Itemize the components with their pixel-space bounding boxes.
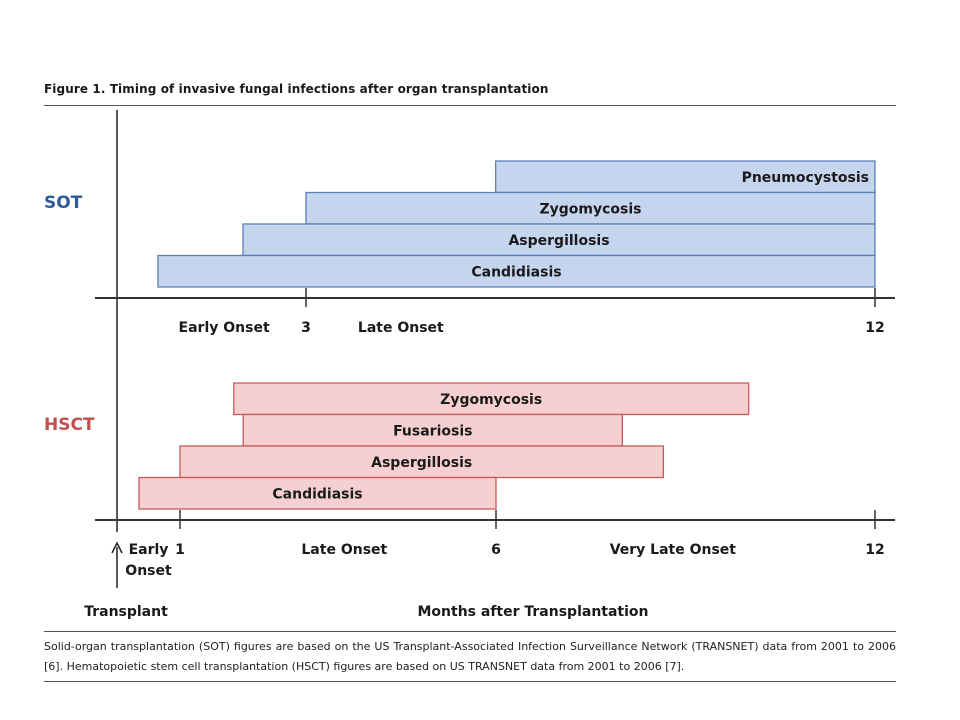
hsct-period-label-0-line2: Onset xyxy=(125,563,172,579)
hsct-tick-label-6: 6 xyxy=(491,542,501,558)
hsct-bar-label-aspergillosis: Aspergillosis xyxy=(371,455,472,471)
hsct-tick-label-12: 12 xyxy=(865,542,884,558)
hsct-bar-candidiasis xyxy=(138,476,497,510)
transplant-label: Transplant xyxy=(84,604,168,620)
sot-bar-label-pneumocystosis: Pneumocystosis xyxy=(742,170,869,186)
hsct-bar-label-candidiasis: Candidiasis xyxy=(272,486,362,502)
sot-bar-label-aspergillosis: Aspergillosis xyxy=(508,233,609,249)
transplant-arrow-head xyxy=(111,541,123,554)
sot-tick-label-12: 12 xyxy=(865,320,884,336)
sot-bar-candidiasis xyxy=(157,254,876,288)
sot-tick-label-3: 3 xyxy=(301,320,311,336)
figure-title: Figure 1. Timing of invasive fungal infe… xyxy=(44,82,549,96)
hsct-bar-label-zygomycosis: Zygomycosis xyxy=(440,392,542,408)
hsct-bar-fusariosis xyxy=(242,413,623,447)
sot-bar-aspergillosis xyxy=(242,223,876,257)
panel-label-hsct: HSCT xyxy=(44,415,95,435)
sot-period-label-0: Early Onset xyxy=(179,320,270,336)
hsct-period-label-0: Early xyxy=(129,542,169,558)
hsct-period-label-2: Very Late Onset xyxy=(610,542,737,558)
sot-period-label-1: Late Onset xyxy=(358,320,444,336)
figure-caption: Solid-organ transplantation (SOT) figure… xyxy=(44,640,896,673)
x-axis-title: Months after Transplantation xyxy=(418,604,649,620)
hsct-bar-zygomycosis xyxy=(233,382,750,416)
bottom-rule xyxy=(44,681,896,682)
sot-bar-pneumocystosis xyxy=(495,160,876,194)
hsct-bar-aspergillosis xyxy=(179,445,665,479)
top-rule xyxy=(44,105,896,106)
sot-bar-label-zygomycosis: Zygomycosis xyxy=(539,201,641,217)
hsct-tick-label-1: 1 xyxy=(175,542,185,558)
hsct-bar-label-fusariosis: Fusariosis xyxy=(393,423,472,439)
hsct-period-label-1: Late Onset xyxy=(301,542,387,558)
sot-bar-label-candidiasis: Candidiasis xyxy=(471,264,561,280)
caption-top-rule xyxy=(44,631,896,632)
panel-label-sot: SOT xyxy=(44,193,83,213)
